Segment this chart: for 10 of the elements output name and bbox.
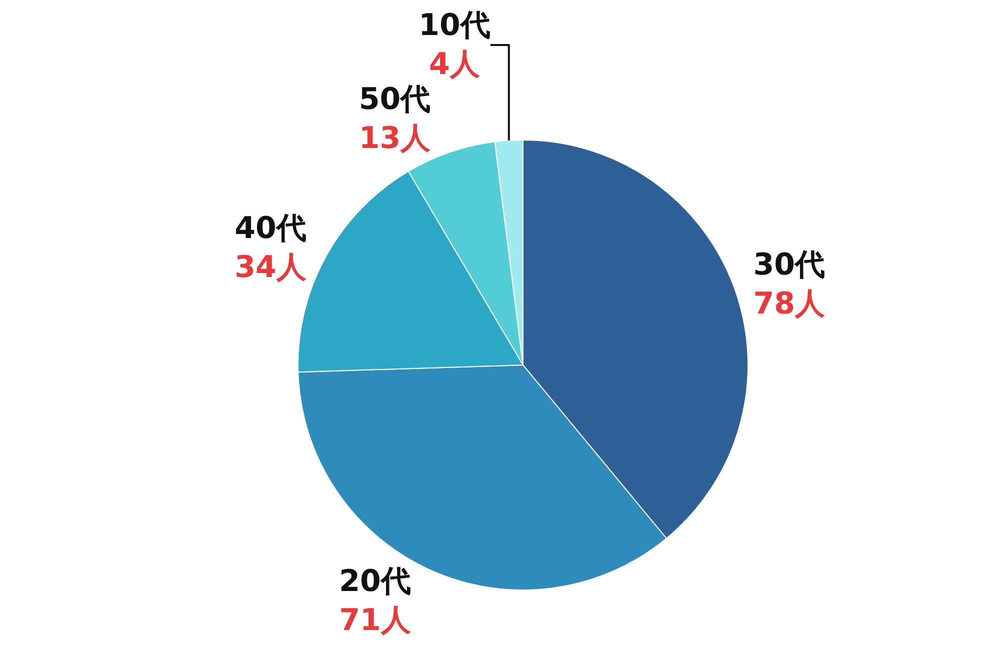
slice-label: 20代 — [339, 564, 411, 599]
data-label: 4人 — [429, 47, 481, 82]
slice-label: 10代 — [418, 8, 490, 44]
data-label: 71人 — [339, 602, 412, 638]
slice-label: 50代 — [358, 82, 431, 118]
data-label: 13人 — [358, 121, 432, 156]
slice-label: 40代 — [234, 211, 306, 246]
data-label: 78人 — [753, 286, 826, 322]
data-label: 34人 — [234, 250, 308, 286]
slice-label: 30代 — [753, 248, 825, 283]
